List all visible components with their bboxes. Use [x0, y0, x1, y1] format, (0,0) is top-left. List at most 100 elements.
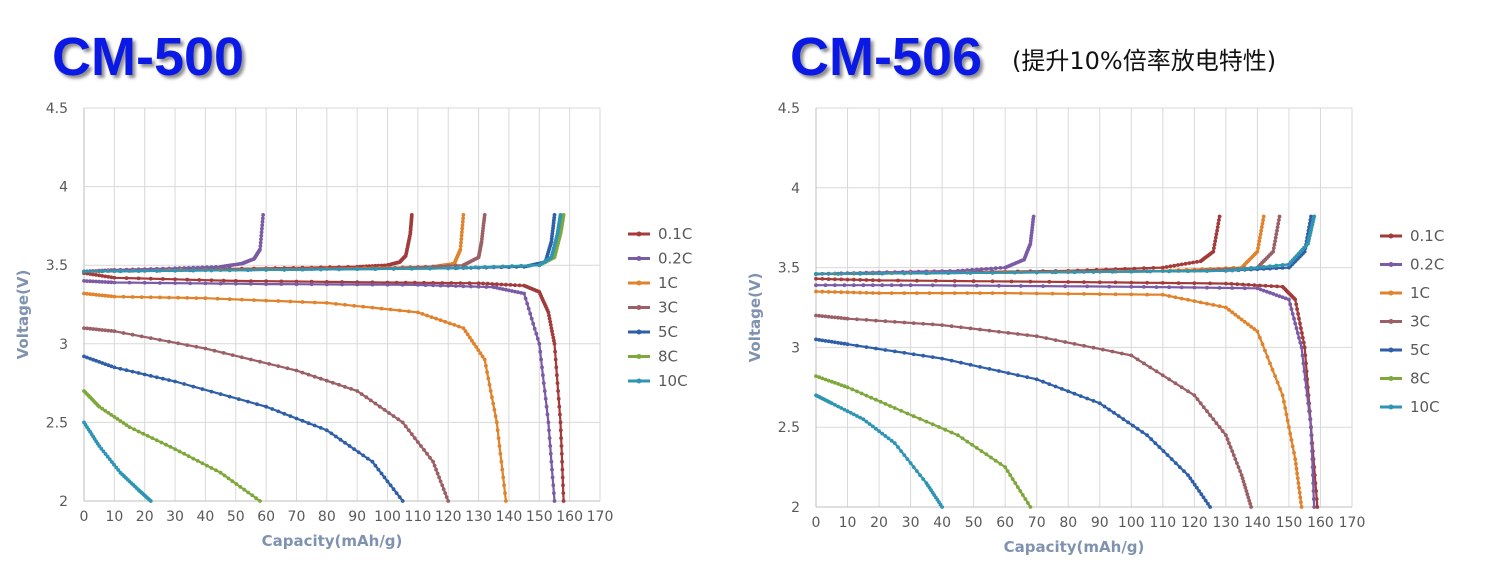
data-point: [1192, 393, 1197, 398]
data-point: [1217, 218, 1221, 222]
data-point: [1249, 266, 1253, 271]
data-point: [833, 403, 837, 407]
data-point: [921, 353, 926, 358]
data-point: [452, 323, 457, 327]
data-point: [1224, 268, 1228, 273]
data-point: [874, 318, 878, 323]
data-point: [552, 341, 557, 346]
data-point: [940, 505, 944, 509]
data-point: [1299, 500, 1303, 505]
data-point: [1307, 409, 1311, 414]
data-point: [279, 279, 284, 284]
data-point: [519, 263, 523, 268]
data-point: [200, 461, 205, 466]
data-point: [1078, 394, 1083, 398]
data-point: [1198, 300, 1203, 305]
data-point: [1259, 228, 1264, 233]
data-point: [820, 376, 825, 381]
data-point: [118, 269, 123, 274]
data-point: [516, 290, 520, 295]
data-point: [553, 357, 558, 362]
data-point: [1277, 214, 1282, 219]
data-point: [1280, 263, 1285, 267]
data-point: [337, 267, 341, 272]
data-point: [1168, 264, 1173, 269]
data-point: [484, 285, 489, 289]
data-point: [242, 487, 247, 492]
data-point: [990, 279, 995, 284]
data-point: [549, 326, 554, 330]
data-point: [100, 269, 105, 274]
data-point: [883, 434, 888, 438]
data-point: [100, 406, 105, 411]
data-point: [551, 335, 556, 340]
data-point: [378, 404, 382, 409]
data-point: [1208, 281, 1212, 286]
data-point: [842, 384, 847, 389]
legend-label: 8C: [1410, 370, 1430, 388]
data-point: [1309, 441, 1314, 446]
data-point: [106, 274, 111, 279]
data-point: [334, 434, 338, 439]
data-point: [861, 283, 866, 288]
data-point: [1277, 218, 1281, 222]
data-point: [1311, 497, 1316, 501]
data-point: [823, 314, 828, 319]
plot-area: [814, 214, 1320, 509]
data-point: [195, 265, 200, 270]
data-point: [877, 278, 881, 283]
data-point: [361, 453, 366, 458]
data-point: [974, 283, 979, 288]
x-tick-label: 130: [1213, 515, 1240, 531]
data-point: [1025, 333, 1030, 337]
data-point: [185, 343, 190, 347]
data-point: [109, 364, 114, 369]
data-point: [1126, 420, 1130, 425]
y-tick-label: 2.5: [46, 415, 68, 431]
data-point: [1271, 249, 1276, 254]
data-point: [432, 463, 437, 468]
data-point: [306, 421, 311, 426]
data-point: [264, 282, 268, 286]
data-point: [1102, 404, 1107, 409]
data-point: [168, 445, 173, 449]
data-point: [493, 414, 498, 418]
data-point: [365, 456, 370, 461]
data-point: [469, 284, 473, 289]
data-point: [499, 282, 504, 287]
data-point: [173, 379, 178, 384]
data-point: [230, 479, 235, 484]
data-point: [836, 271, 840, 276]
data-point: [1176, 263, 1180, 267]
data-point: [839, 406, 844, 410]
data-point: [826, 339, 831, 344]
data-point: [1205, 269, 1209, 273]
x-tick-label: 30: [166, 509, 184, 525]
data-point: [1300, 353, 1305, 358]
data-point: [356, 450, 361, 455]
data-point: [112, 462, 116, 467]
data-point: [276, 364, 281, 368]
data-point: [550, 329, 554, 334]
data-point: [1239, 473, 1244, 477]
data-point: [300, 370, 305, 375]
data-point: [1129, 269, 1134, 274]
data-point: [836, 404, 840, 409]
data-point: [1293, 457, 1298, 461]
data-point: [1248, 501, 1253, 506]
data-point: [496, 436, 501, 440]
data-point: [1280, 266, 1285, 270]
data-point: [978, 365, 982, 369]
data-point: [343, 302, 347, 307]
data-point: [1063, 340, 1067, 344]
data-point: [851, 412, 856, 417]
data-point: [543, 396, 548, 401]
data-point: [438, 479, 443, 484]
data-point: [191, 456, 196, 461]
data-point: [1217, 304, 1222, 309]
legend-marker: [636, 329, 642, 335]
data-point: [130, 332, 135, 337]
data-point: [188, 281, 193, 286]
legend-label: 1C: [1410, 284, 1430, 302]
chart-panel-cm500: CM-500 0 10 20 30 40 50 60 70 80 90 100 110 120 130 14…: [0, 0, 740, 569]
